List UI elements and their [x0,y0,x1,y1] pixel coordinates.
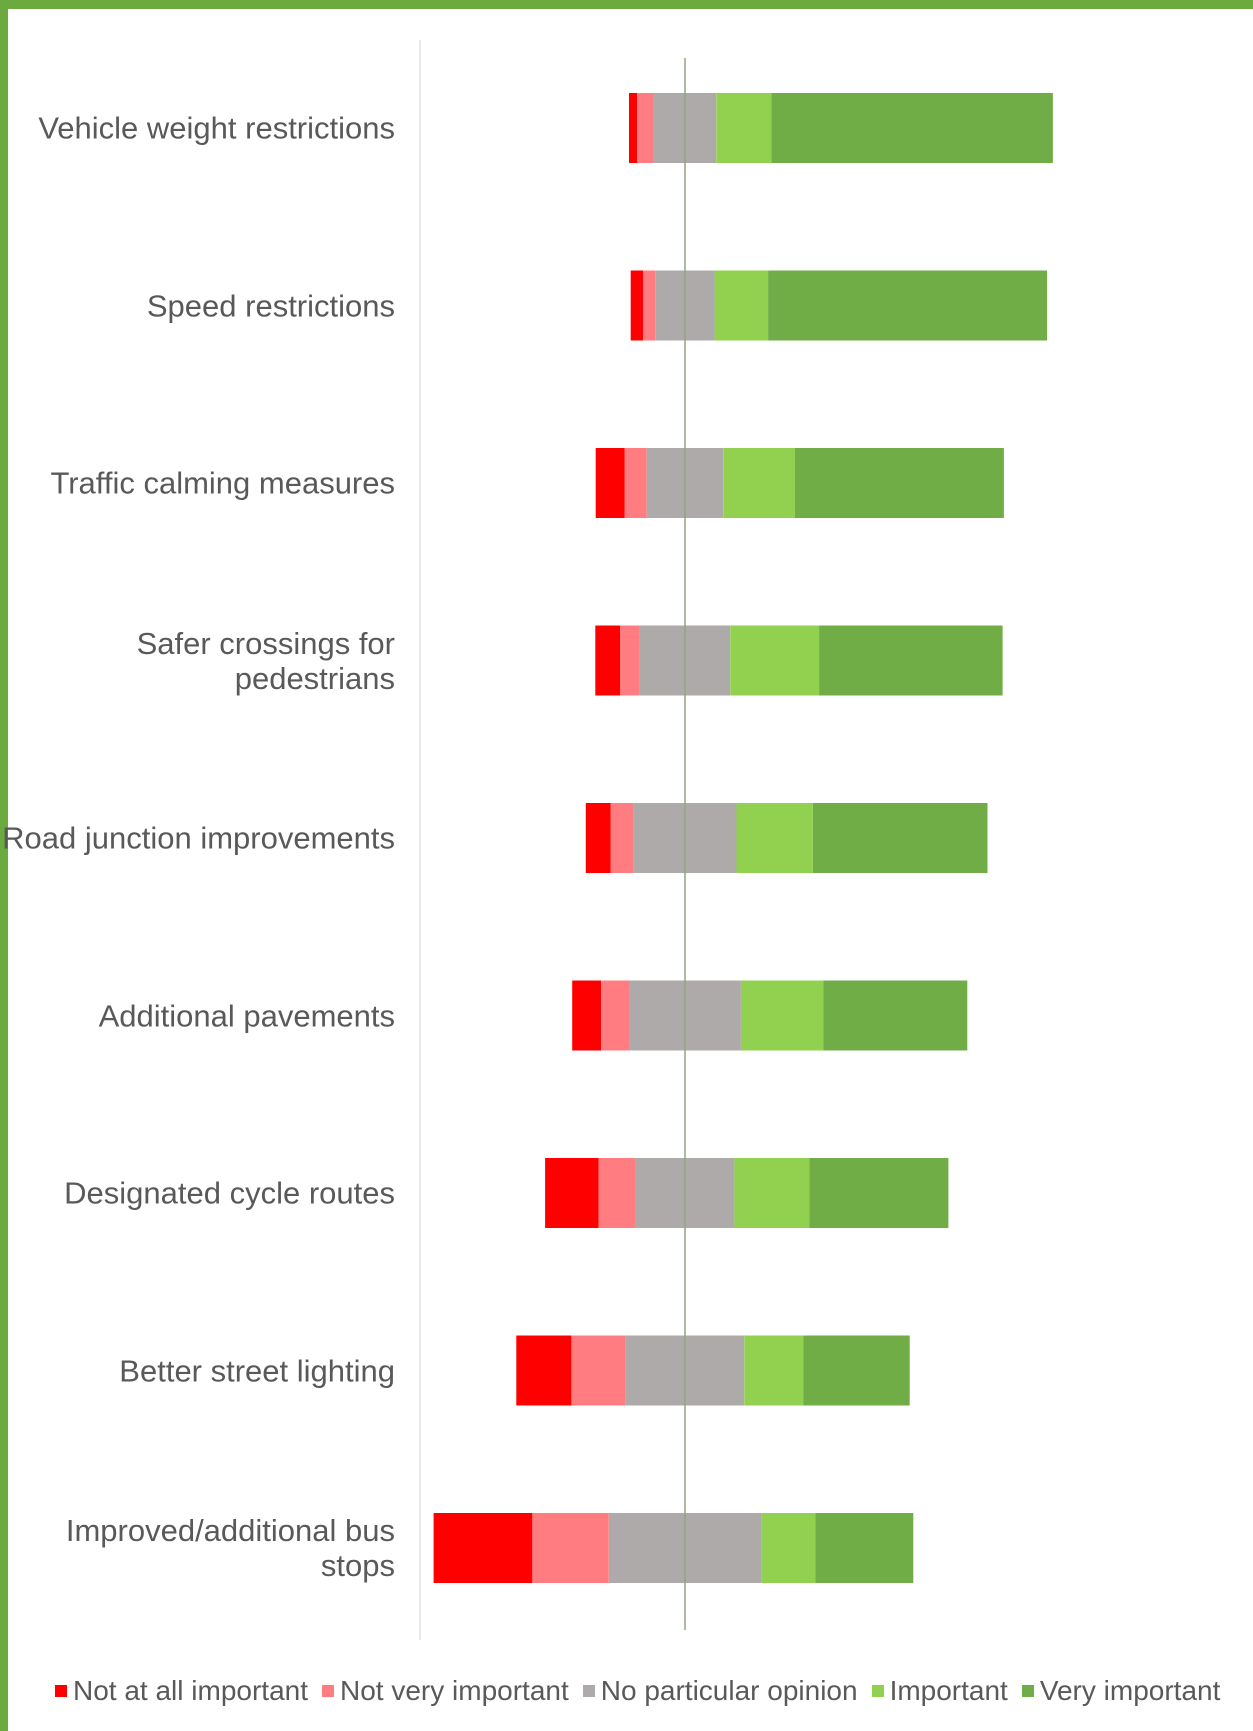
bar-segment [595,448,625,518]
category-label: Additional pavements [98,998,395,1033]
bar-segment [637,93,654,163]
bar-segment [761,1513,816,1583]
bar-segment [794,448,1004,518]
bar-segment [803,1335,910,1406]
bar-segment [610,803,634,873]
bar-segment [714,270,769,341]
legend-item: Not very important [322,1675,569,1707]
legend-swatch [871,1685,884,1697]
bar-segment [768,270,1048,341]
category-label: Speed restrictions [146,288,395,323]
bar-segment [815,1513,914,1583]
bar-segment [571,1335,626,1406]
bar-segment [643,270,656,341]
bar-segment [585,803,611,873]
bar-segment [736,803,813,873]
bar-segment [823,980,968,1051]
category-label: Vehicle weight restrictions [38,110,395,146]
category-label: Improved/additional bus stops [65,1513,395,1583]
legend-item: Not at all important [55,1675,308,1707]
bar-segment [630,270,643,341]
legend-label: Not very important [340,1675,569,1706]
legend-swatch [1021,1685,1034,1697]
bar-segment [532,1513,609,1583]
bar-segment [629,93,638,163]
legend-swatch [322,1685,334,1697]
chart-legend: Not at all important Not very important … [55,1675,1234,1707]
category-label: Better street lighting [119,1353,395,1388]
bar-segment [744,1335,804,1406]
legend-label: No particular opinion [600,1675,858,1706]
category-label: Road junction improvements [2,820,395,856]
bar-segment [572,980,601,1051]
legend-label: Important [889,1675,1008,1706]
bar-segment [819,625,1003,696]
bar-segment [723,448,795,518]
legend-label: Not at all important [73,1675,308,1706]
bar-segment [741,980,824,1051]
legend-label: Very important [1039,1675,1221,1706]
bar-segment [433,1513,533,1583]
bar-segment [595,625,620,696]
bar-segment [730,625,820,696]
legend-item: No particular opinion [582,1675,858,1707]
legend-item: Important [871,1675,1008,1707]
legend-swatch [55,1685,67,1697]
legend-swatch [582,1685,595,1697]
bar-segment [601,980,630,1051]
bar-segment [620,625,640,696]
legend-item: Very important [1021,1675,1221,1707]
bar-segment [545,1158,599,1228]
bar-segment [716,93,772,163]
bar-segment [624,448,647,518]
bar-segment [813,803,988,873]
bar-segment [734,1158,810,1228]
category-label: Designated cycle routes [64,1175,395,1211]
category-label: Safer crossings for pedestrians [136,625,395,696]
bar-segment [598,1158,636,1228]
bar-segment [771,93,1053,163]
bar-segment [516,1335,572,1406]
bar-segment [809,1158,949,1228]
category-label: Traffic calming measures [50,465,395,501]
